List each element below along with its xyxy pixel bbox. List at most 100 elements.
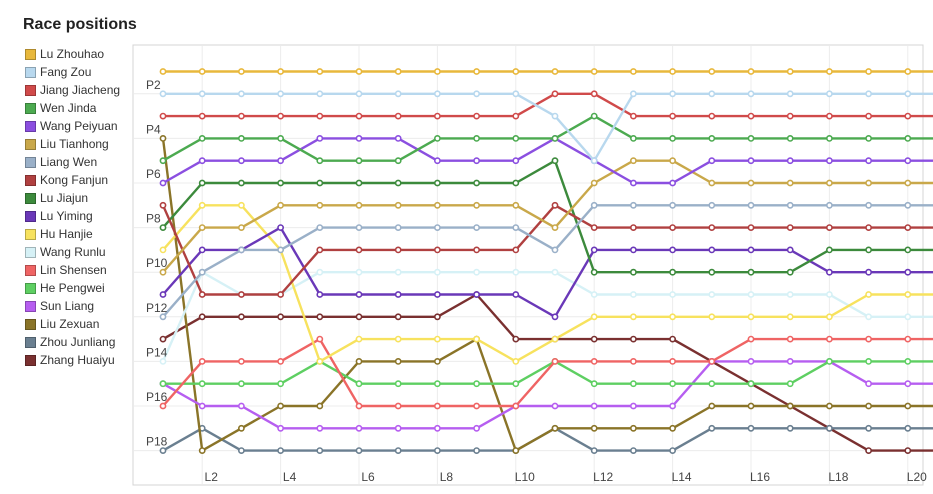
data-point: [198, 357, 206, 365]
data-point: [708, 357, 716, 365]
data-point: [355, 90, 363, 98]
data-point: [237, 402, 245, 410]
series-line[interactable]: [159, 90, 933, 120]
data-point: [630, 380, 637, 388]
legend-item[interactable]: Fang Zou: [25, 63, 120, 81]
legend-item[interactable]: Jiang Jiacheng: [25, 81, 120, 99]
data-point: [433, 224, 441, 231]
data-point: [551, 201, 559, 209]
data-point: [669, 246, 676, 254]
series-line[interactable]: [159, 68, 933, 75]
legend-item[interactable]: Kong Fanjun: [25, 171, 120, 189]
series-line[interactable]: [159, 224, 933, 321]
legend-item[interactable]: Lu Zhouhao: [25, 45, 120, 63]
data-point: [904, 246, 912, 254]
y-tick-label: P6: [146, 167, 161, 181]
data-point: [590, 424, 598, 432]
y-tick-label: P18: [146, 435, 168, 449]
data-point: [277, 179, 284, 187]
data-point: [630, 402, 637, 410]
data-point: [590, 357, 598, 365]
data-point: [747, 179, 755, 187]
data-point: [237, 68, 245, 75]
data-point: [669, 201, 676, 209]
data-point: [316, 335, 324, 343]
data-point: [669, 134, 676, 142]
data-point: [708, 157, 716, 165]
data-point: [747, 380, 755, 388]
data-point: [512, 112, 520, 120]
legend-swatch: [25, 138, 36, 150]
series-line[interactable]: [159, 335, 933, 410]
data-point: [904, 313, 912, 321]
legend-item[interactable]: Lu Jiajun: [25, 189, 120, 207]
data-point: [316, 357, 324, 365]
data-point: [355, 313, 363, 321]
data-point: [865, 380, 872, 388]
legend-label: Jiang Jiacheng: [40, 83, 121, 97]
data-point: [747, 201, 755, 209]
series-line[interactable]: [159, 201, 933, 365]
data-point: [590, 201, 598, 209]
data-point: [394, 90, 402, 98]
data-point: [904, 112, 912, 120]
series-line[interactable]: [159, 157, 933, 276]
legend-item[interactable]: Wang Peiyuan: [25, 117, 120, 135]
data-point: [551, 112, 559, 120]
data-point: [473, 112, 480, 120]
legend-item[interactable]: Liu Tianhong: [25, 135, 120, 153]
series-line[interactable]: [159, 112, 933, 165]
chart-title: Race positions: [23, 16, 137, 33]
data-point: [865, 335, 872, 343]
data-point: [316, 201, 324, 209]
data-point: [277, 447, 284, 454]
data-point: [590, 380, 598, 388]
data-point: [237, 424, 245, 432]
data-point: [159, 313, 167, 321]
data-point: [237, 246, 245, 254]
data-point: [669, 380, 676, 388]
series-line[interactable]: [159, 201, 933, 321]
legend-item[interactable]: Wang Runlu: [25, 243, 120, 261]
series-line[interactable]: [159, 201, 933, 298]
data-point: [747, 134, 755, 142]
data-point: [904, 157, 912, 165]
data-point: [669, 424, 676, 432]
data-point: [904, 268, 912, 276]
data-point: [394, 447, 402, 454]
data-point: [237, 201, 245, 209]
series-line[interactable]: [159, 90, 933, 165]
data-point: [786, 201, 794, 209]
data-point: [512, 447, 520, 454]
legend-item[interactable]: Zhang Huaiyu: [25, 351, 120, 369]
data-point: [316, 68, 324, 75]
legend-item[interactable]: Sun Liang: [25, 297, 120, 315]
data-point: [904, 402, 912, 410]
legend-item[interactable]: He Pengwei: [25, 279, 120, 297]
legend-item[interactable]: Liang Wen: [25, 153, 120, 171]
legend-item[interactable]: Zhou Junliang: [25, 333, 120, 351]
series-line[interactable]: [159, 157, 933, 276]
legend-item[interactable]: Hu Hanjie: [25, 225, 120, 243]
data-point: [433, 335, 441, 343]
data-point: [786, 112, 794, 120]
data-point: [630, 134, 637, 142]
data-point: [355, 112, 363, 120]
legend-item[interactable]: Liu Zexuan: [25, 315, 120, 333]
legend-item[interactable]: Lu Yiming: [25, 207, 120, 225]
series-line[interactable]: [159, 134, 933, 454]
data-point: [355, 357, 363, 365]
data-point: [747, 313, 755, 321]
legend-label: Lin Shensen: [40, 263, 107, 277]
data-point: [512, 268, 520, 276]
legend-item[interactable]: Lin Shensen: [25, 261, 120, 279]
data-point: [630, 246, 637, 254]
data-point: [551, 90, 559, 98]
data-point: [747, 246, 755, 254]
data-point: [865, 201, 872, 209]
data-point: [159, 246, 167, 254]
legend-item[interactable]: Wen Jinda: [25, 99, 120, 117]
data-point: [198, 447, 206, 454]
data-point: [826, 90, 833, 98]
data-point: [669, 335, 676, 343]
